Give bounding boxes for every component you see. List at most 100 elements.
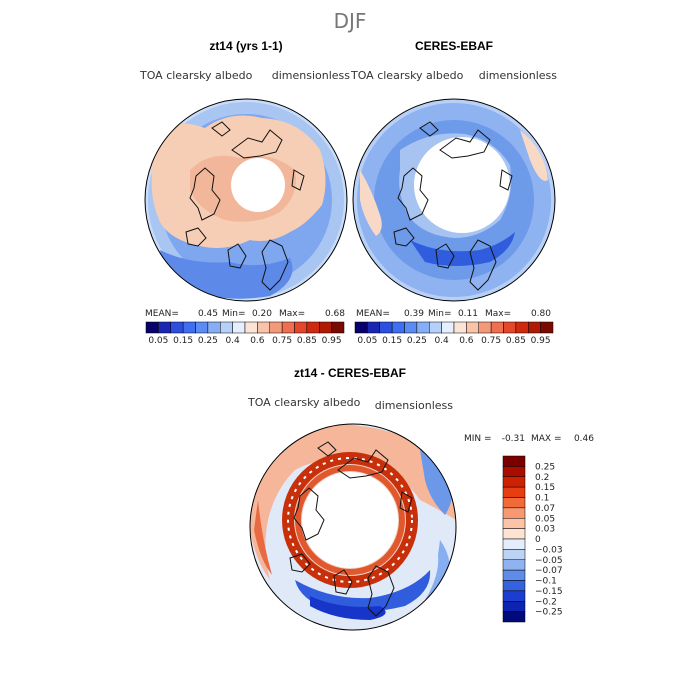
colorbar-swatch (232, 321, 246, 334)
colorbar-swatch (269, 321, 283, 334)
panel-diff-units: dimensionless (375, 399, 454, 412)
colorbar-swatch (503, 321, 517, 334)
colorbar-swatch (466, 321, 479, 334)
panel-diff-max: 0.46 (574, 434, 594, 444)
panel-obs-min-label: Min= (428, 309, 452, 319)
colorbar-swatch (502, 590, 526, 602)
panel-obs-colorbar: 0.05 0.15 0.25 0.4 0.6 0.75 0.85 0.95 (354, 321, 554, 346)
panel-obs-units: dimensionless (479, 69, 558, 82)
colorbar-swatch (502, 518, 526, 529)
figure-title: DJF (334, 9, 367, 33)
colorbar-swatch (502, 580, 526, 592)
panel-obs-title: CERES-EBAF (415, 39, 493, 53)
colorbar-tick-label: 0.4 (225, 336, 240, 346)
colorbar-tick-label: 0.75 (272, 336, 292, 346)
panel-diff-map (250, 424, 456, 630)
colorbar-swatch (502, 497, 526, 509)
colorbar-tick-label: 0.15 (535, 483, 555, 493)
colorbar-tick-label: 0.07 (535, 504, 555, 514)
colorbar-swatch (478, 321, 492, 334)
colorbar-tick-label: 0.6 (459, 336, 474, 346)
colorbar-tick-label: 0.1 (535, 494, 549, 504)
colorbar-tick-label: 0.4 (434, 336, 449, 346)
colorbar-tick-label: 0.05 (357, 336, 377, 346)
colorbar-tick-label: 0.25 (407, 336, 427, 346)
colorbar-tick-label: −0.1 (535, 577, 557, 587)
panel-model-mean: 0.45 (198, 309, 218, 319)
colorbar-swatch (453, 321, 467, 334)
colorbar-swatch (502, 569, 526, 581)
colorbar-swatch (502, 455, 526, 467)
panel-obs-max: 0.80 (531, 309, 551, 319)
colorbar-swatch (195, 321, 209, 334)
colorbar-swatch (331, 321, 345, 334)
colorbar-tick-label: 0.05 (148, 336, 168, 346)
panel-diff-title: zt14 - CERES-EBAF (294, 366, 406, 380)
panel-obs: CERES-EBAF TOA clearsky albedo dimension… (350, 39, 558, 346)
colorbar-swatch (502, 528, 526, 540)
panel-model-min-label: Min= (222, 309, 246, 319)
colorbar-swatch (502, 466, 526, 477)
colorbar-tick-label: −0.25 (535, 608, 563, 618)
colorbar-tick-label: 0.95 (531, 336, 551, 346)
colorbar-swatch (502, 486, 526, 498)
colorbar-tick-label: 0.03 (535, 525, 555, 535)
colorbar-swatch (429, 321, 442, 334)
panel-model-max: 0.68 (325, 309, 345, 319)
colorbar-swatch (502, 601, 526, 612)
colorbar-tick-label: 0.85 (506, 336, 526, 346)
colorbar-tick-label: 0.25 (198, 336, 218, 346)
colorbar-tick-label: 0.15 (173, 336, 193, 346)
colorbar-tick-label: 0.95 (322, 336, 342, 346)
panel-diff-min-label: MIN = (464, 434, 492, 444)
colorbar-swatch (502, 611, 526, 623)
colorbar-swatch (354, 321, 368, 334)
panel-obs-mean-label: MEAN= (356, 309, 390, 319)
colorbar-swatch (540, 321, 554, 334)
colorbar-tick-label: 0.05 (535, 514, 555, 524)
colorbar-swatch (528, 321, 541, 334)
colorbar-tick-label: 0.6 (250, 336, 265, 346)
colorbar-swatch (306, 321, 320, 334)
colorbar-tick-label: −0.03 (535, 545, 563, 555)
colorbar-tick-label: −0.2 (535, 597, 557, 607)
colorbar-swatch (158, 321, 171, 334)
panel-diff-variable: TOA clearsky albedo (247, 396, 361, 409)
colorbar-tick-label: 0.2 (535, 473, 549, 483)
colorbar-swatch (416, 321, 430, 334)
colorbar-swatch (182, 321, 196, 334)
panel-model-map (145, 99, 347, 301)
colorbar-tick-label: 0.25 (535, 462, 555, 472)
colorbar-tick-label: −0.05 (535, 556, 563, 566)
colorbar-tick-label: −0.07 (535, 566, 563, 576)
colorbar-tick-label: 0 (535, 535, 541, 545)
colorbar-swatch (404, 321, 418, 334)
colorbar-swatch (441, 321, 455, 334)
colorbar-swatch (207, 321, 221, 334)
colorbar-swatch (294, 321, 308, 334)
panel-model-units: dimensionless (272, 69, 351, 82)
colorbar-swatch (515, 321, 529, 334)
colorbar-swatch (502, 476, 526, 488)
panel-obs-min: 0.11 (458, 309, 478, 319)
colorbar-swatch (170, 321, 184, 334)
colorbar-swatch (220, 321, 233, 334)
panel-model: zt14 (yrs 1-1) TOA clearsky albedo dimen… (139, 39, 351, 346)
panel-obs-variable: TOA clearsky albedo (350, 69, 464, 82)
panel-obs-map (353, 99, 555, 301)
colorbar-tick-label: −0.15 (535, 587, 563, 597)
colorbar-tick-label: 0.75 (481, 336, 501, 346)
panel-model-min: 0.20 (252, 309, 272, 319)
panel-diff-min: -0.31 (502, 434, 525, 444)
colorbar-swatch (502, 538, 526, 550)
panel-model-max-label: Max= (279, 309, 305, 319)
colorbar-swatch (319, 321, 332, 334)
colorbar-swatch (244, 321, 258, 334)
colorbar-swatch (257, 321, 270, 334)
panel-obs-max-label: Max= (485, 309, 511, 319)
colorbar-tick-label: 0.85 (297, 336, 317, 346)
panel-model-mean-label: MEAN= (145, 309, 179, 319)
colorbar-swatch (391, 321, 405, 334)
panel-diff-max-label: MAX = (531, 434, 562, 444)
